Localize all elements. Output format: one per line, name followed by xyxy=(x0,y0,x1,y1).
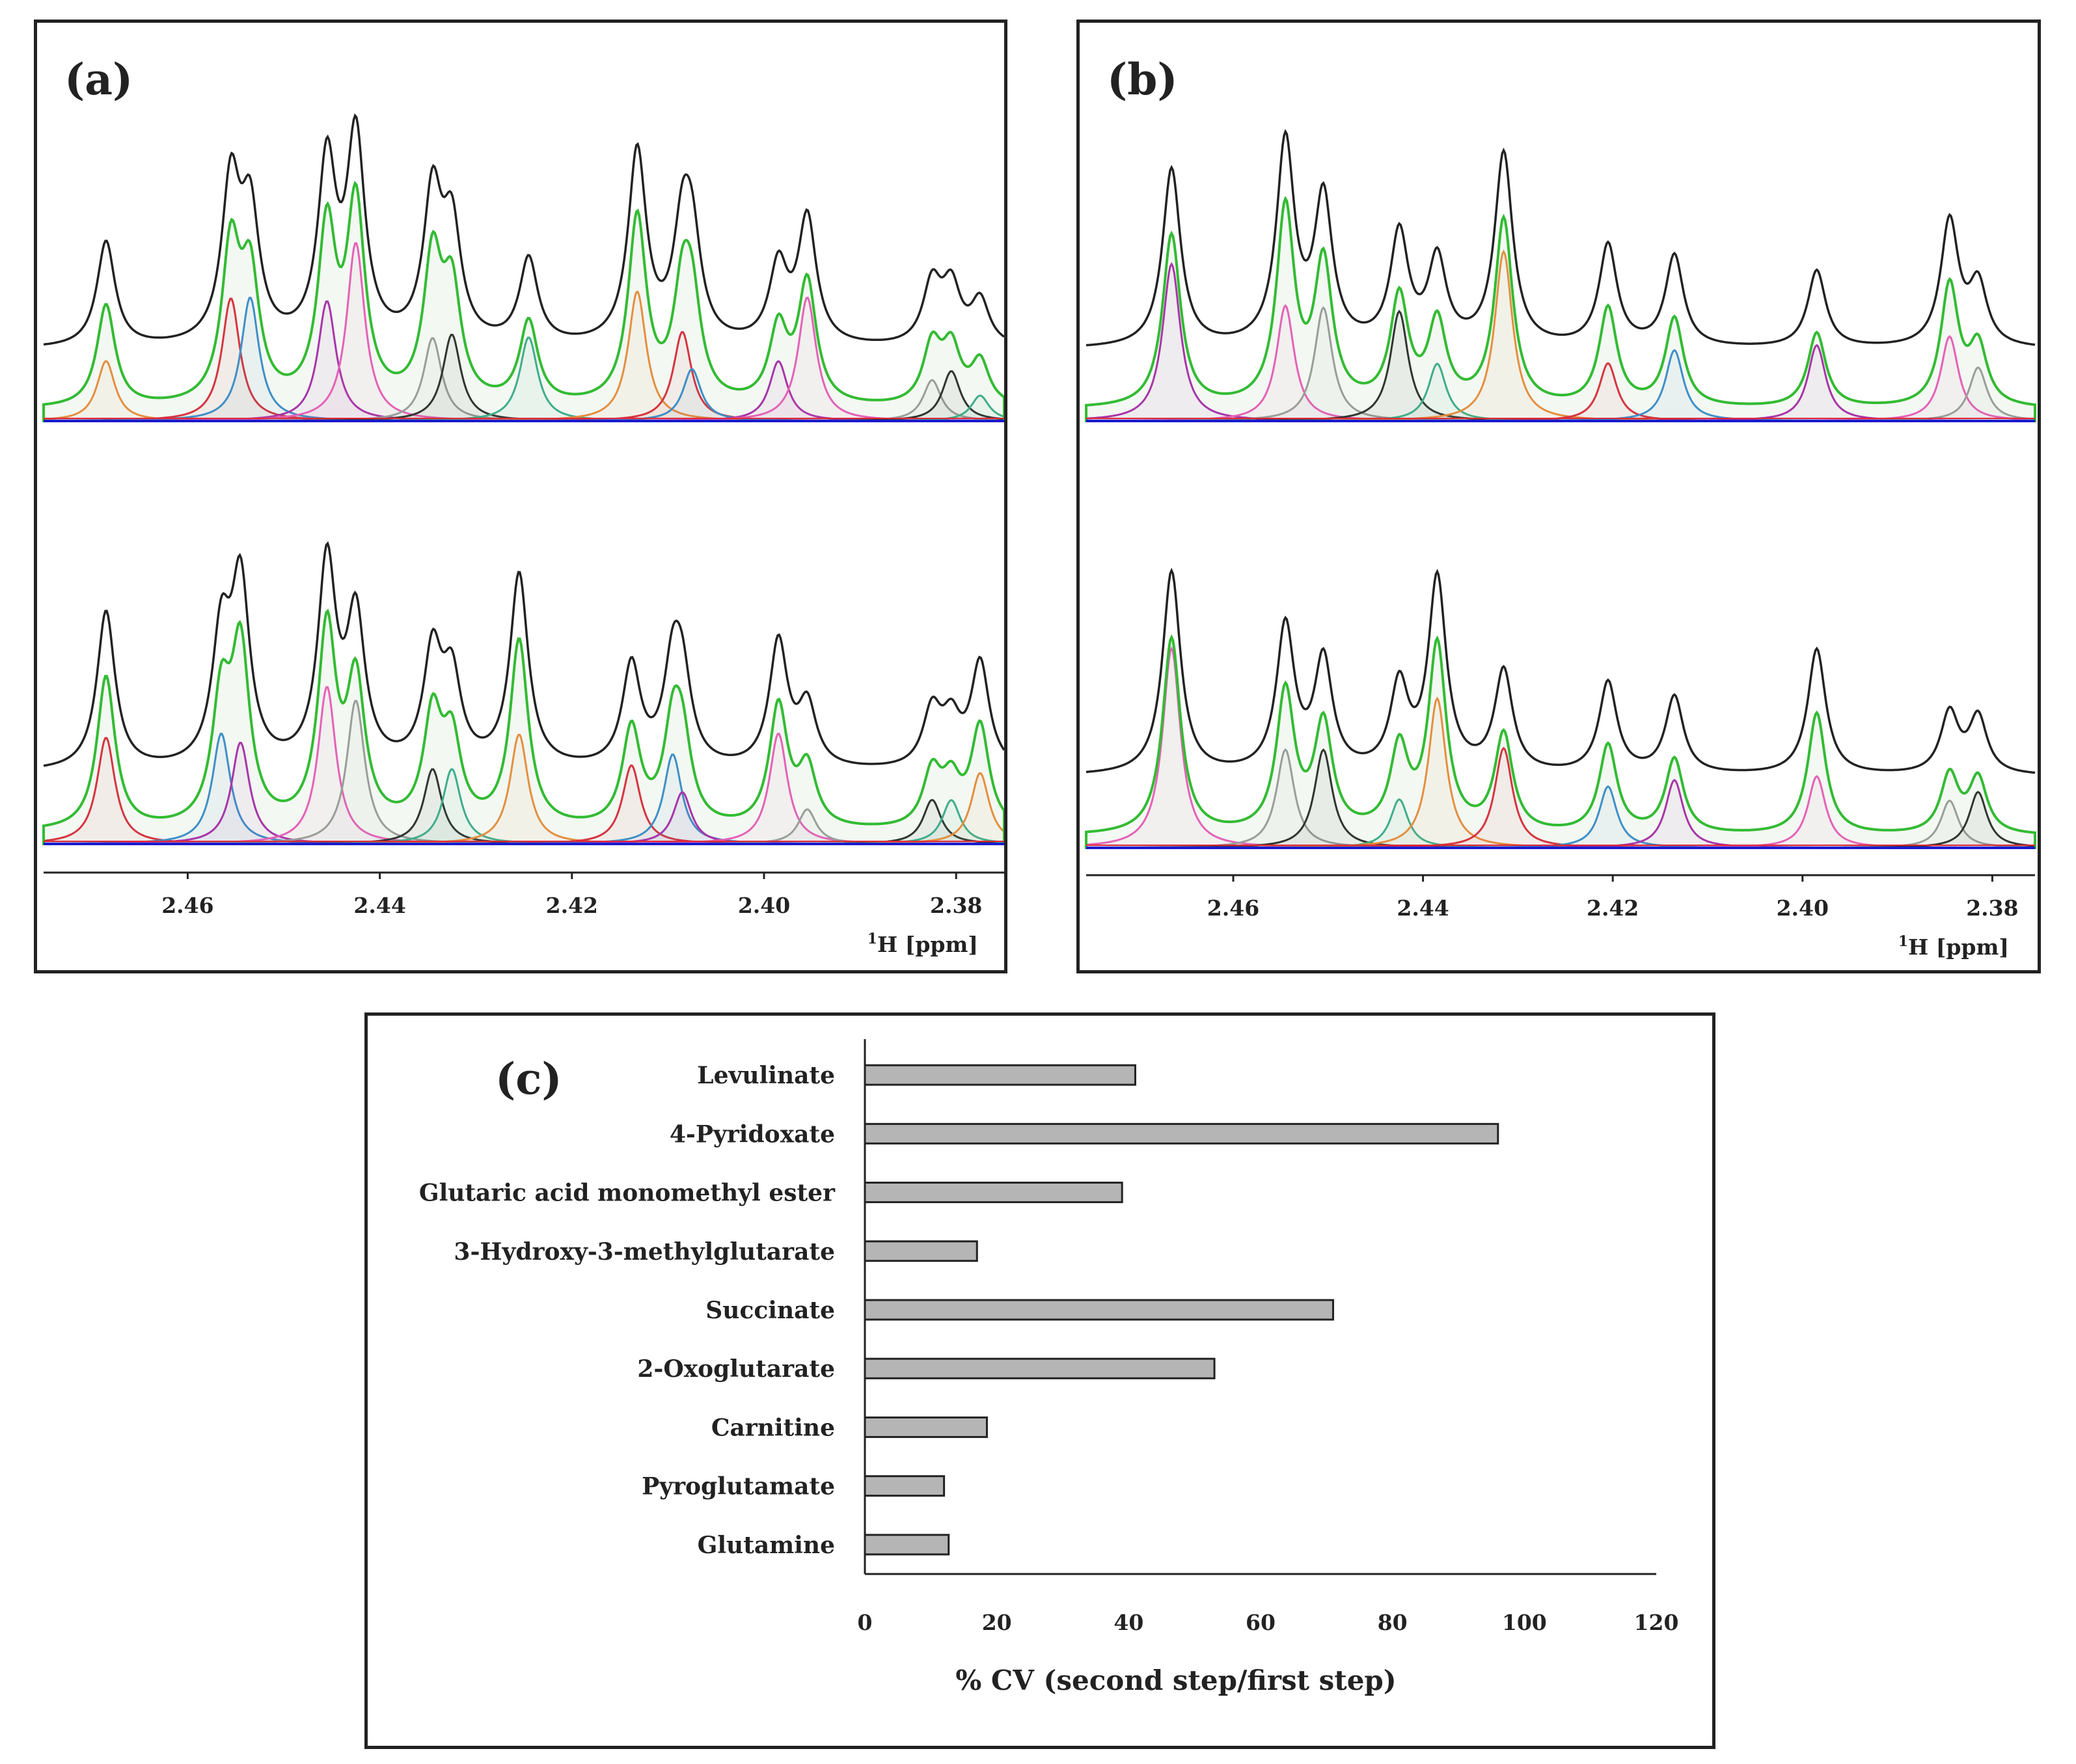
x-axis-title: % CV (second step/first step) xyxy=(955,1664,1396,1696)
bar-4-pyridoxate xyxy=(864,1122,1499,1145)
x-tick-label: 60 xyxy=(1246,1610,1276,1635)
category-label: 4-Pyridoxate xyxy=(670,1120,835,1148)
x-tick-label: 2.40 xyxy=(738,893,790,918)
spectrum-bottom xyxy=(42,541,1004,845)
bar-succinate xyxy=(864,1299,1334,1321)
x-tick-label: 2.42 xyxy=(546,893,598,918)
bar-pyroglutamate xyxy=(864,1475,946,1497)
panel-label: (c) xyxy=(495,1053,562,1104)
x-tick-label: 2.46 xyxy=(161,893,213,918)
x-axis-unit-text: H [ppm] xyxy=(1908,934,2009,960)
x-tick-label: 2.38 xyxy=(1966,895,2018,921)
x-axis-unit-text: H [ppm] xyxy=(877,932,978,957)
bar-levulinate xyxy=(864,1064,1136,1086)
x-axis-unit-superscript: 1 xyxy=(867,930,877,947)
panel-label: (b) xyxy=(1107,54,1178,105)
experimental-spectrum-line xyxy=(1086,129,2036,347)
x-tick-label: 2.44 xyxy=(353,893,405,918)
category-label: Glutaric acid monomethyl ester xyxy=(419,1180,836,1207)
bar-glutamine xyxy=(864,1534,950,1556)
category-label: 3-Hydroxy-3-methylglutarate xyxy=(454,1238,835,1266)
x-tick-label: 0 xyxy=(858,1610,873,1635)
panel-a-chart: (a) 2.46 2.44 2.42 2.40 2.38 1H [ppm] xyxy=(42,54,1004,957)
x-tick-label: 2.38 xyxy=(930,893,982,918)
category-label: Carnitine xyxy=(711,1414,835,1441)
x-tick-label: 2.44 xyxy=(1397,895,1449,921)
fit-total-line xyxy=(1085,195,2036,422)
component-peak xyxy=(1085,645,2035,849)
spectrum-top xyxy=(1085,129,2036,422)
experimental-spectrum-line xyxy=(1086,567,2036,774)
x-axis-unit-label: 1H [ppm] xyxy=(867,930,978,957)
panel-b-chart: (b) 2.46 2.44 2.42 2.40 2.38 1H [ppm] xyxy=(1085,54,2036,960)
panel-a: (a) 2.46 2.44 2.42 2.40 2.38 1H [ppm] xyxy=(34,20,1007,973)
x-tick-label: 120 xyxy=(1634,1610,1679,1635)
bar-carnitine xyxy=(864,1416,988,1438)
spectrum-bottom xyxy=(1085,567,2036,849)
x-tick-label: 80 xyxy=(1378,1610,1408,1635)
x-tick-label: 2.40 xyxy=(1777,895,1829,921)
experimental-spectrum-line xyxy=(43,541,1004,767)
x-axis-unit-superscript: 1 xyxy=(1898,933,1908,950)
fit-total-line xyxy=(1085,634,2036,849)
spectrum-top xyxy=(42,113,1004,422)
panel-c: (c) Levulinate 4-Pyridoxate Glutaric acid m… xyxy=(364,1012,1715,1749)
category-label: 2-Oxoglutarate xyxy=(637,1355,835,1383)
x-tick-label: 40 xyxy=(1113,1610,1143,1635)
category-label: Glutamine xyxy=(698,1532,835,1559)
panel-c-chart: (c) Levulinate 4-Pyridoxate Glutaric acid m… xyxy=(419,1039,1679,1696)
panel-label: (a) xyxy=(64,54,133,105)
category-label: Succinate xyxy=(705,1297,835,1324)
panel-b: (b) 2.46 2.44 2.42 2.40 2.38 1H [ppm] xyxy=(1076,20,2041,973)
bar-2-oxoglutarate xyxy=(864,1357,1216,1379)
category-label: Levulinate xyxy=(697,1062,835,1089)
x-tick-label: 2.46 xyxy=(1207,895,1259,921)
bar-3-hydroxy-3-methylglutarate xyxy=(864,1240,978,1262)
x-tick-label: 2.42 xyxy=(1587,895,1639,921)
fit-total-line xyxy=(42,608,1004,845)
x-axis-unit-label: 1H [ppm] xyxy=(1898,933,2009,960)
x-tick-label: 100 xyxy=(1502,1610,1547,1635)
bar-glutaric-acid-monomethyl-ester xyxy=(864,1182,1123,1204)
fit-total-line xyxy=(42,180,1004,422)
experimental-spectrum-line xyxy=(43,113,1004,346)
category-label: Pyroglutamate xyxy=(642,1473,835,1500)
x-tick-label: 20 xyxy=(982,1610,1012,1635)
